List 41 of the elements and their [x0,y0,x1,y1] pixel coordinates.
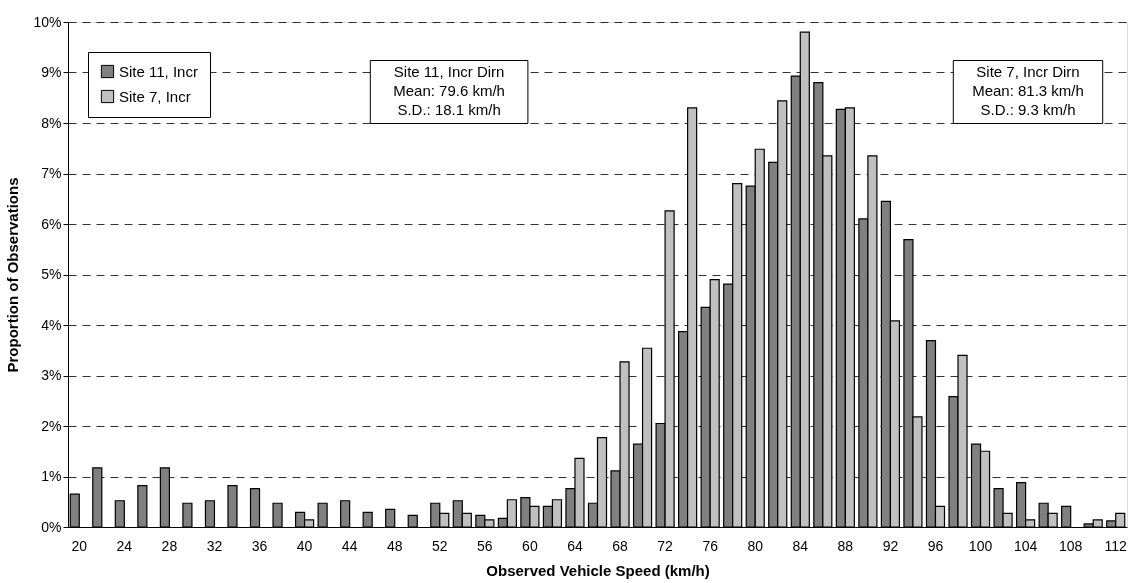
x-tick-label: 88 [837,537,854,554]
x-tick-label: 96 [927,537,944,554]
x-tick-label: 80 [747,537,764,554]
y-tick-label: 1% [41,468,62,484]
y-tick-label: 9% [41,64,62,80]
x-tick-label: 84 [792,537,809,554]
x-tick-label: 36 [251,537,268,554]
x-tick-label: 100 [968,537,993,554]
annotation: Site 11, Incr Dirn Mean: 79.6 km/h S.D.: 18.1 km/h [393,62,505,118]
x-tick-label: 68 [612,537,629,554]
x-tick-label: 44 [341,537,358,554]
x-tick-label: 20 [71,537,88,554]
x-tick-label: 108 [1058,537,1083,554]
x-tick-label: 92 [882,537,899,554]
x-tick-label: 48 [386,537,403,554]
x-tick-label: 32 [206,537,223,554]
y-tick-label: 0% [41,518,62,535]
legend-label: Site 11, Incr [119,62,198,80]
annotation: Site 7, Incr Dirn Mean: 81.3 km/h S.D.: 9.3 km/h [972,62,1084,118]
y-tick-label: 5% [41,266,62,282]
y-tick-label: 6% [41,215,62,232]
x-tick-label: 40 [296,537,313,554]
y-tick-label: 4% [41,316,62,333]
x-tick-label: 52 [431,537,448,554]
y-tick-label: 2% [41,417,62,434]
y-tick-label: 8% [41,114,62,131]
x-tick-label: 104 [1013,537,1038,554]
y-axis-title: Proportion of Observations [4,177,22,373]
x-tick-label: 112 [1104,537,1128,554]
y-tick-label: 3% [41,367,62,383]
x-tick-label: 56 [477,537,493,554]
x-axis-title: Observed Vehicle Speed (km/h) [486,561,710,579]
x-tick-label: 72 [657,537,674,554]
x-tick-label: 76 [702,537,719,554]
y-tick-label: 10% [33,13,62,30]
y-tick-label: 7% [41,165,62,181]
x-tick-label: 28 [161,537,178,554]
x-tick-label: 64 [567,537,583,554]
legend-label: Site 7, Incr [119,87,191,105]
x-tick-label: 24 [116,537,133,554]
x-tick-label: 60 [522,537,538,554]
